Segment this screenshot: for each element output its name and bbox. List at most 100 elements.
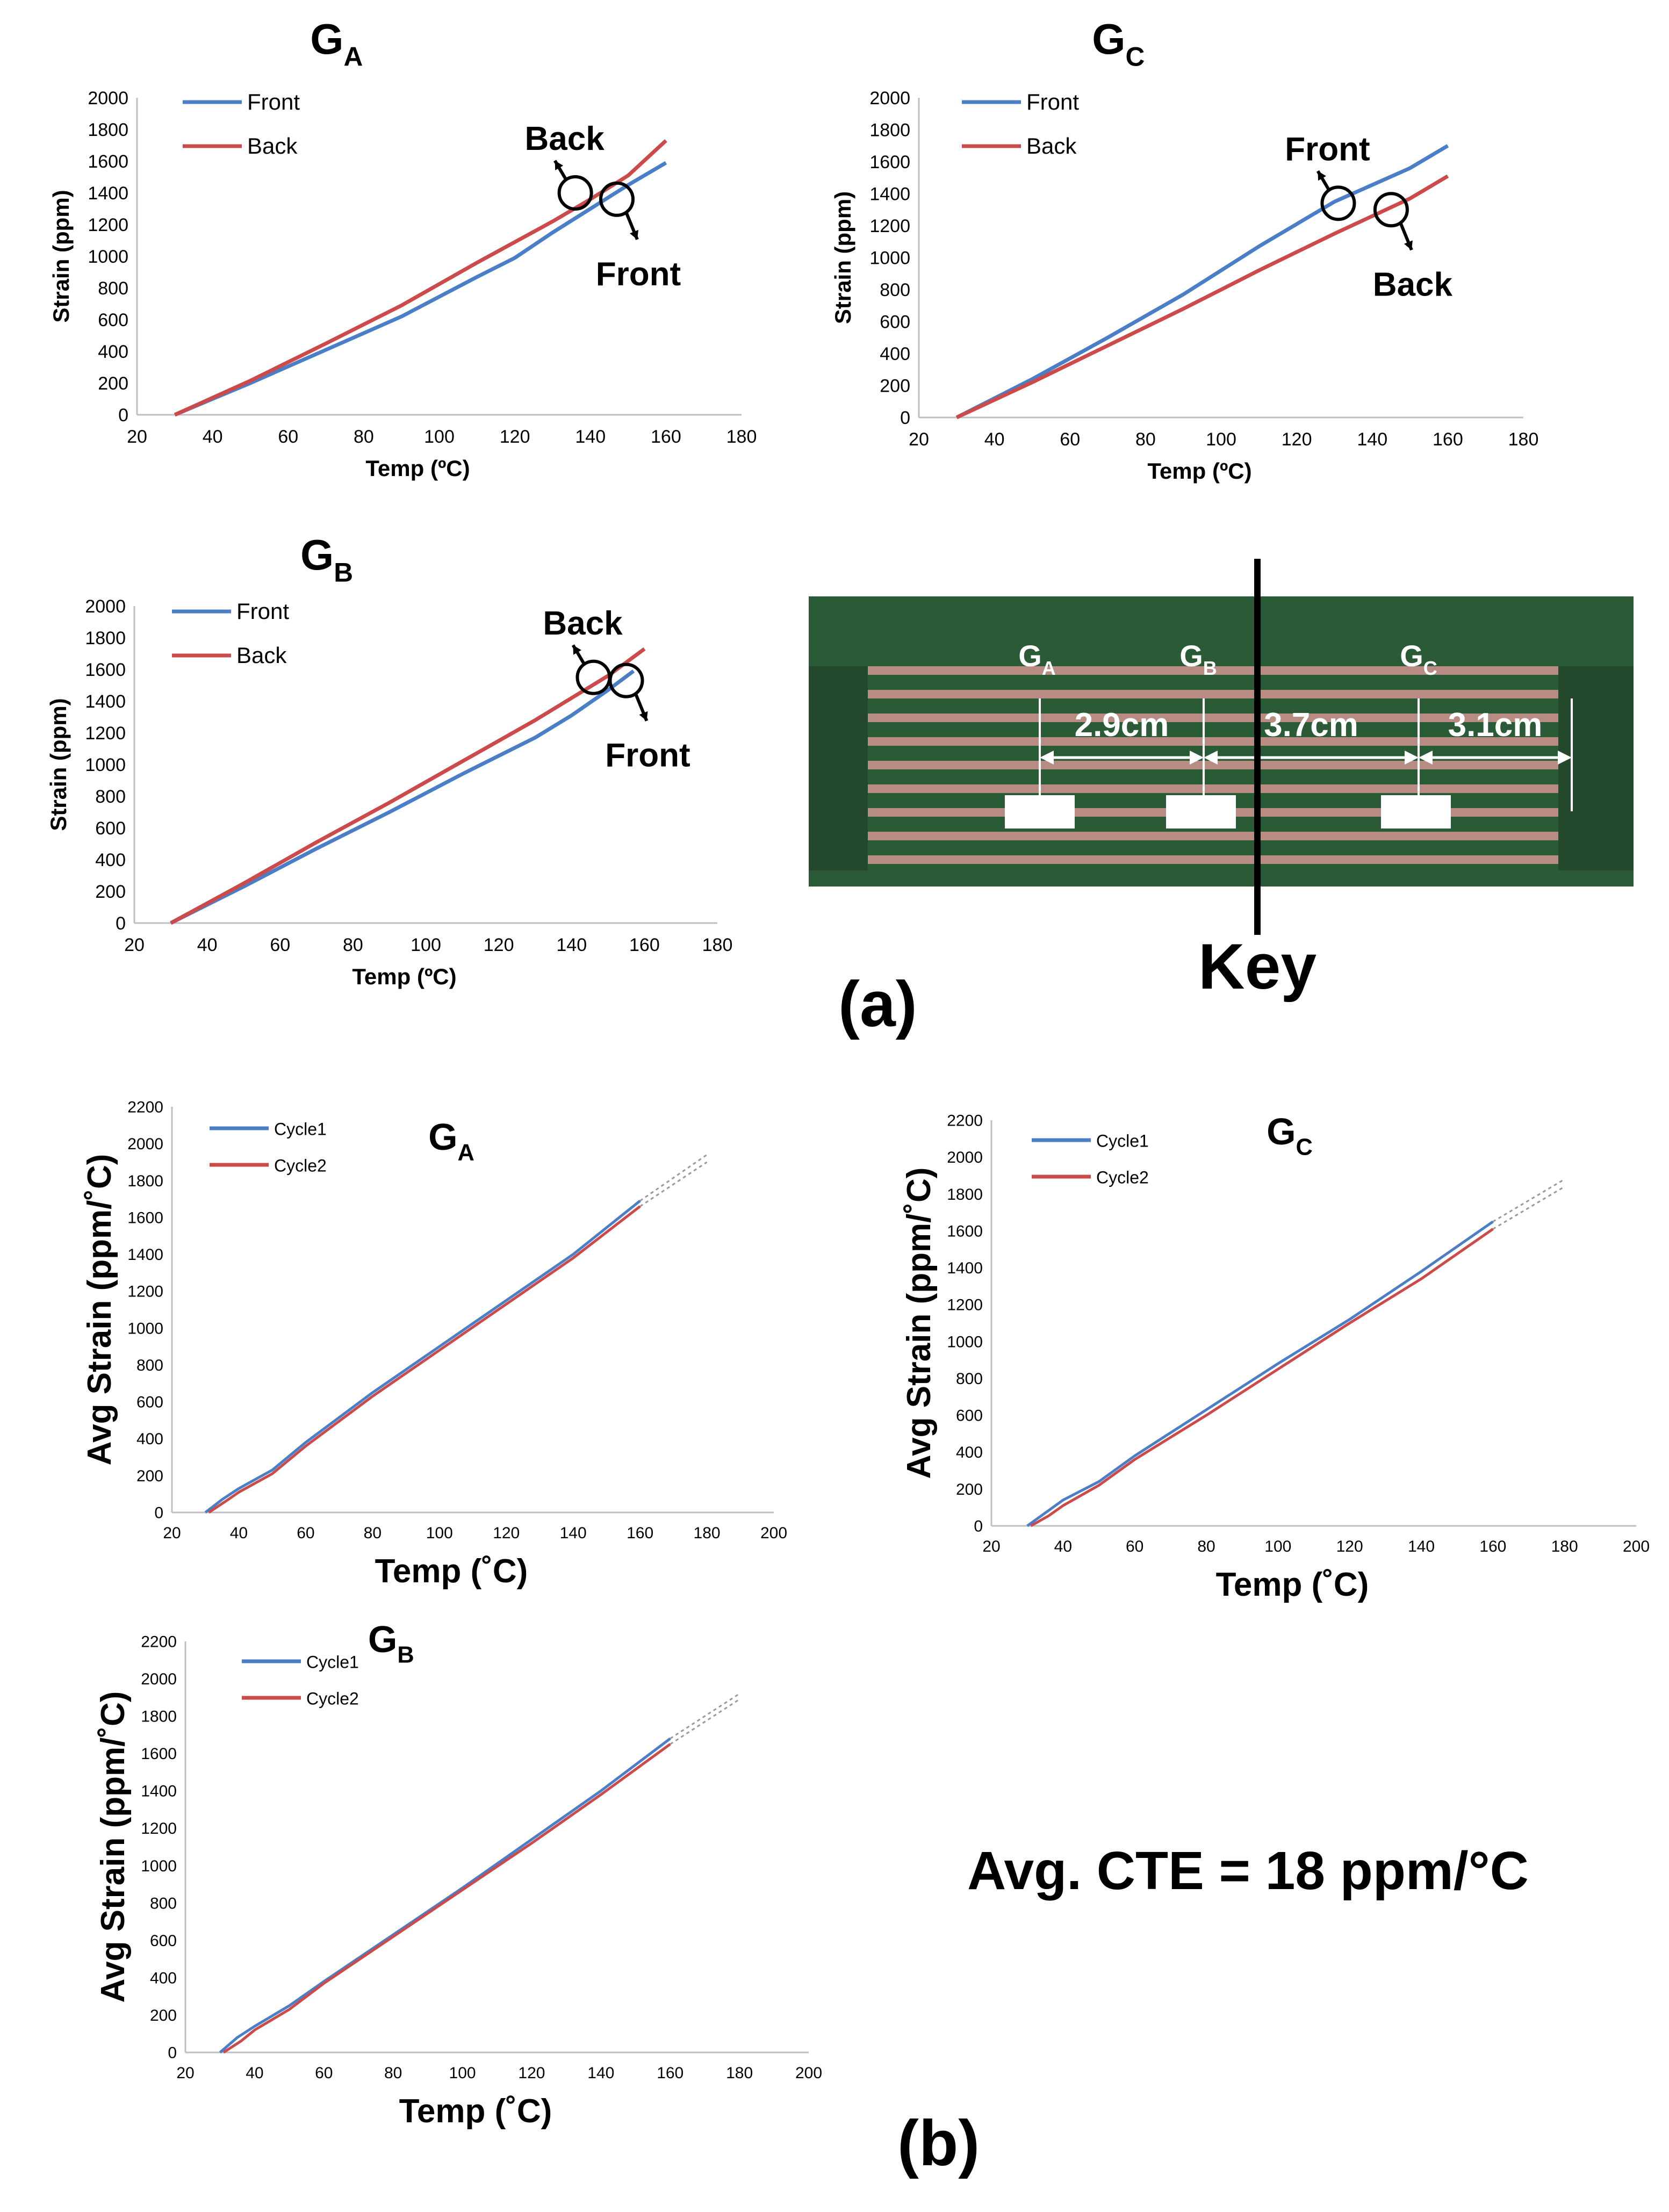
y-tick-label: 400 bbox=[136, 1430, 163, 1448]
x-tick-label: 200 bbox=[795, 2064, 822, 2082]
series-line-front bbox=[955, 144, 1449, 420]
x-tick-label: 160 bbox=[1433, 429, 1463, 450]
annotation-arrowhead bbox=[555, 161, 564, 170]
x-tick-label: 180 bbox=[694, 1524, 721, 1542]
x-tick-label: 80 bbox=[354, 427, 374, 447]
x-tick-label: 140 bbox=[575, 427, 606, 447]
x-tick-label: 20 bbox=[124, 935, 145, 955]
memory-slot-trace bbox=[868, 832, 1558, 840]
y-tick-label: 1000 bbox=[127, 1320, 163, 1337]
legend-label-cycle1: Cycle1 bbox=[1096, 1132, 1149, 1151]
gauge-label: GB bbox=[1179, 639, 1217, 679]
y-tick-label: 1000 bbox=[141, 1857, 177, 1875]
y-tick-label: 1400 bbox=[947, 1259, 983, 1277]
x-tick-label: 140 bbox=[560, 1524, 587, 1542]
y-tick-label: 1000 bbox=[869, 248, 910, 268]
x-tick-label: 60 bbox=[1126, 1538, 1143, 1555]
distance-arrowhead bbox=[1405, 751, 1419, 765]
x-tick-label: 140 bbox=[587, 2064, 614, 2082]
y-tick-label: 800 bbox=[95, 787, 126, 807]
x-axis-label: Temp (˚C) bbox=[375, 1553, 528, 1590]
chart-title-sub: C bbox=[1125, 41, 1145, 71]
y-tick-label: 1600 bbox=[127, 1209, 163, 1227]
y-tick-label: 2200 bbox=[141, 1633, 177, 1651]
panel-label-b: (b) bbox=[897, 2107, 980, 2179]
x-tick-label: 160 bbox=[1479, 1538, 1506, 1555]
annotation-label: Front bbox=[1285, 131, 1370, 168]
y-tick-label: 1800 bbox=[947, 1186, 983, 1204]
trend-line bbox=[639, 1154, 708, 1202]
x-tick-label: 40 bbox=[1054, 1538, 1072, 1555]
x-tick-label: 120 bbox=[518, 2064, 545, 2082]
y-axis-label: Avg Strain (ppm/˚C) bbox=[95, 1691, 132, 2003]
y-tick-label: 1400 bbox=[141, 1783, 177, 1800]
x-tick-label: 60 bbox=[297, 1524, 314, 1542]
legend-label-cycle2: Cycle2 bbox=[274, 1156, 327, 1176]
legend-label-cycle1: Cycle1 bbox=[274, 1120, 327, 1139]
chart-title: GC bbox=[1092, 15, 1145, 71]
y-tick-label: 600 bbox=[98, 310, 128, 330]
y-tick-label: 1600 bbox=[141, 1745, 177, 1763]
strain-gauge-marker bbox=[1381, 795, 1451, 828]
annotation-arrowhead bbox=[1318, 171, 1326, 181]
x-tick-label: 180 bbox=[726, 2064, 753, 2082]
y-tick-label: 2200 bbox=[127, 1099, 163, 1116]
x-tick-label: 120 bbox=[484, 935, 514, 955]
y-tick-label: 1800 bbox=[85, 628, 126, 649]
y-tick-label: 0 bbox=[900, 408, 910, 428]
gauge-label-main: G bbox=[1400, 639, 1423, 673]
distance-arrowhead bbox=[1419, 751, 1433, 765]
y-tick-label: 1600 bbox=[947, 1222, 983, 1240]
annotation-label: Front bbox=[605, 737, 690, 774]
chart-a-GB: 20 40 60 80 100 120 140 160 18002004006008001000… bbox=[46, 531, 732, 989]
y-tick-label: 0 bbox=[154, 1504, 163, 1522]
annotation-arrowhead bbox=[573, 645, 581, 655]
x-tick-label: 100 bbox=[411, 935, 441, 955]
x-tick-label: 20 bbox=[909, 429, 929, 450]
y-tick-label: 2000 bbox=[88, 88, 128, 109]
chart-title-sub: A bbox=[458, 1140, 474, 1166]
x-tick-label: 80 bbox=[364, 1524, 382, 1542]
gauge-label-main: G bbox=[1018, 639, 1042, 673]
chart-title: GA bbox=[310, 15, 363, 71]
y-tick-label: 1800 bbox=[869, 120, 910, 140]
memory-slot-trace bbox=[868, 690, 1558, 698]
x-axis-label: Temp (˚C) bbox=[399, 2093, 552, 2130]
series-line-cycle2 bbox=[222, 1743, 671, 2054]
chart-title-main: G bbox=[300, 531, 334, 579]
x-tick-label: 140 bbox=[556, 935, 587, 955]
annotation-label: Back bbox=[1373, 266, 1453, 303]
x-tick-label: 20 bbox=[176, 2064, 194, 2082]
x-tick-label: 120 bbox=[493, 1524, 520, 1542]
x-axis-label: Temp (ºC) bbox=[352, 964, 456, 989]
x-tick-label: 60 bbox=[1060, 429, 1080, 450]
gauge-label: GA bbox=[1018, 639, 1056, 679]
y-tick-label: 1400 bbox=[869, 184, 910, 204]
y-tick-label: 600 bbox=[150, 1932, 177, 1950]
x-tick-label: 180 bbox=[1551, 1538, 1578, 1555]
y-tick-label: 2000 bbox=[141, 1670, 177, 1688]
series-line-back bbox=[170, 647, 646, 925]
legend-label-front: Front bbox=[236, 599, 289, 624]
trend-line bbox=[1492, 1186, 1565, 1230]
y-tick-label: 1800 bbox=[127, 1172, 163, 1190]
x-tick-label: 160 bbox=[651, 427, 681, 447]
chart-title-sub: A bbox=[343, 41, 363, 71]
series-line-front bbox=[174, 161, 667, 417]
series-line-cycle2 bbox=[1030, 1228, 1494, 1527]
chart-title-main: G bbox=[368, 1618, 397, 1660]
y-tick-label: 800 bbox=[956, 1370, 983, 1388]
y-tick-label: 800 bbox=[136, 1357, 163, 1374]
x-tick-label: 20 bbox=[163, 1524, 181, 1542]
x-tick-label: 40 bbox=[246, 2064, 263, 2082]
legend-label-cycle2: Cycle2 bbox=[1096, 1168, 1149, 1187]
y-tick-label: 2000 bbox=[85, 596, 126, 617]
x-tick-label: 100 bbox=[1206, 429, 1236, 450]
distance-arrowhead bbox=[1040, 751, 1054, 765]
legend-label-front: Front bbox=[1026, 89, 1079, 114]
annotation-label: Front bbox=[596, 256, 681, 293]
chart-title-main: G bbox=[1267, 1111, 1296, 1152]
x-axis-label: Temp (˚C) bbox=[1216, 1566, 1369, 1603]
gauge-label-main: G bbox=[1179, 639, 1203, 673]
